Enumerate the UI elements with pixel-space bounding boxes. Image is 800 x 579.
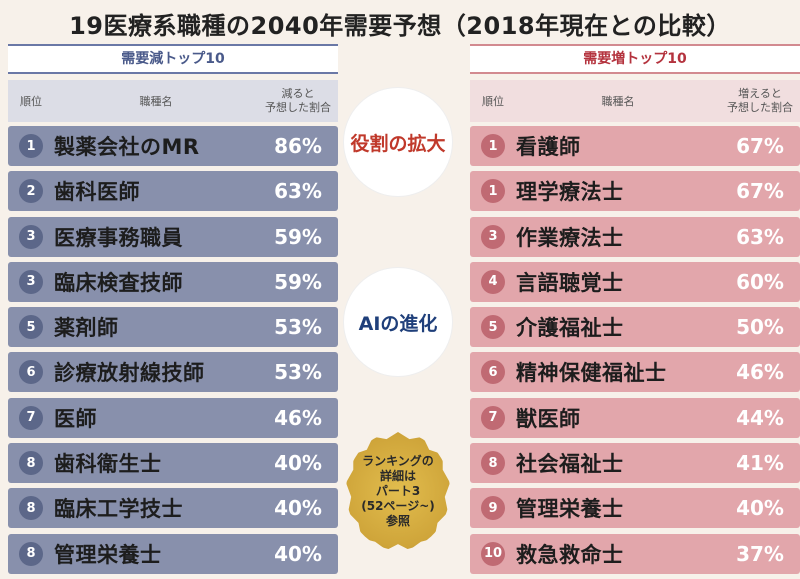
rank-badge: 5 — [481, 315, 505, 340]
increase-header: 順位 職種名 増えると 予想した割合 — [470, 80, 800, 122]
job-name: 介護福祉士 — [516, 316, 624, 341]
table-row: 3 作業療法士 63% — [470, 216, 800, 257]
page-title: 19医療系職種の2040年需要予想（2018年現在との比較） — [69, 12, 731, 40]
rank-badge: 2 — [19, 179, 43, 204]
rank-badge: 8 — [19, 496, 43, 521]
table-row: 3 臨床検査技師 59% — [8, 261, 338, 302]
percentage: 41% — [736, 451, 784, 476]
job-name: 救急救命士 — [516, 542, 624, 567]
table-row: 8 歯科衛生士 40% — [8, 443, 338, 484]
percentage: 53% — [274, 360, 322, 385]
job-name: 言語聴覚士 — [516, 270, 624, 295]
job-name: 看護師 — [516, 135, 581, 159]
table-row: 2 歯科医師 63% — [8, 171, 338, 212]
job-name: 獣医師 — [516, 406, 581, 431]
percentage: 44% — [736, 405, 784, 430]
table-row: 1 理学療法士 67% — [470, 171, 800, 212]
percentage: 67% — [736, 179, 784, 204]
percentage: 67% — [736, 134, 784, 158]
rank-badge: 7 — [481, 405, 505, 430]
decrease-header: 順位 職種名 減ると 予想した割合 — [8, 80, 338, 122]
decrease-panel: 需要減トップ10 順位 職種名 減ると 予想した割合 1 製薬会社のMR 86% 2 歯… — [8, 44, 338, 579]
percentage: 40% — [274, 496, 322, 521]
header-name: 職種名 — [139, 95, 173, 108]
rank-badge: 1 — [19, 134, 43, 158]
percentage: 59% — [274, 269, 322, 294]
increase-panel: 需要増トップ10 順位 職種名 増えると 予想した割合 1 看護師 67% 1 理学療法… — [470, 44, 800, 579]
job-name: 製薬会社のMR — [54, 135, 200, 159]
rank-badge: 7 — [19, 405, 43, 430]
percentage: 59% — [274, 224, 322, 249]
job-name: 管理栄養士 — [516, 497, 624, 522]
job-name: 医療事務職員 — [54, 225, 183, 250]
percentage: 37% — [736, 541, 784, 566]
percentage: 40% — [274, 451, 322, 476]
ranking-detail-seal: ランキングの 詳細は パート3 (52ページ~) 参照 — [346, 432, 450, 550]
rank-badge: 1 — [481, 134, 505, 158]
rank-badge: 5 — [19, 315, 43, 340]
job-name: 理学療法士 — [516, 180, 624, 205]
percentage: 63% — [274, 179, 322, 204]
table-row: 7 医師 46% — [8, 397, 338, 438]
increase-ribbon: 需要増トップ10 — [470, 44, 800, 74]
job-name: 作業療法士 — [516, 225, 624, 250]
table-row: 6 診療放射線技師 53% — [8, 352, 338, 393]
percentage: 40% — [274, 541, 322, 566]
rank-badge: 8 — [19, 541, 43, 566]
rank-badge: 8 — [19, 451, 43, 476]
job-name: 管理栄養士 — [54, 542, 162, 567]
decrease-rows: 1 製薬会社のMR 86% 2 歯科医師 63% 3 医療事務職員 59% 3 臨床検査技師 59% 5… — [8, 126, 338, 574]
percentage: 40% — [736, 496, 784, 521]
percentage: 46% — [736, 360, 784, 385]
rank-badge: 9 — [481, 496, 505, 521]
percentage: 86% — [274, 134, 322, 158]
job-name: 医師 — [54, 406, 97, 431]
job-name: 臨床検査技師 — [54, 270, 183, 295]
table-row: 5 薬剤師 53% — [8, 307, 338, 348]
table-row: 5 介護福祉士 50% — [470, 307, 800, 348]
rank-badge: 8 — [481, 451, 505, 476]
table-row: 7 獣医師 44% — [470, 397, 800, 438]
table-row: 8 管理栄養士 40% — [8, 533, 338, 574]
rank-badge: 3 — [481, 224, 505, 249]
job-name: 診療放射線技師 — [54, 361, 205, 386]
table-row: 9 管理栄養士 40% — [470, 488, 800, 529]
role-expansion-callout: 役割の拡大 — [344, 88, 452, 196]
decrease-ribbon: 需要減トップ10 — [8, 44, 338, 74]
job-name: 歯科衛生士 — [54, 452, 162, 477]
percentage: 50% — [736, 315, 784, 340]
percentage: 53% — [274, 315, 322, 340]
table-row: 1 看護師 67% — [470, 126, 800, 166]
job-name: 薬剤師 — [54, 316, 119, 341]
rank-badge: 4 — [481, 269, 505, 294]
job-name: 歯科医師 — [54, 180, 140, 205]
table-row: 4 言語聴覚士 60% — [470, 261, 800, 302]
table-row: 3 医療事務職員 59% — [8, 216, 338, 257]
header-name: 職種名 — [601, 95, 635, 108]
ai-evolution-callout: AIの進化 — [344, 268, 452, 376]
job-name: 臨床工学技士 — [54, 497, 183, 522]
rank-badge: 3 — [19, 269, 43, 294]
seal-text: ランキングの 詳細は パート3 (52ページ~) 参照 — [361, 453, 435, 528]
rank-badge: 6 — [481, 360, 505, 385]
percentage: 60% — [736, 269, 784, 294]
rank-badge: 10 — [481, 541, 505, 566]
job-name: 精神保健福祉士 — [516, 361, 667, 386]
table-row: 8 臨床工学技士 40% — [8, 488, 338, 529]
percentage: 46% — [274, 405, 322, 430]
table-row: 1 製薬会社のMR 86% — [8, 126, 338, 166]
table-row: 10 救急救命士 37% — [470, 533, 800, 574]
table-row: 8 社会福祉士 41% — [470, 443, 800, 484]
job-name: 社会福祉士 — [516, 452, 624, 477]
rank-badge: 3 — [19, 224, 43, 249]
increase-rows: 1 看護師 67% 1 理学療法士 67% 3 作業療法士 63% 4 言語聴覚士 60% 5 介護福祉士… — [470, 126, 800, 574]
rank-badge: 1 — [481, 179, 505, 204]
percentage: 63% — [736, 224, 784, 249]
header-pct: 増えると 予想した割合 — [727, 87, 793, 114]
header-pct: 減ると 予想した割合 — [265, 87, 331, 114]
table-row: 6 精神保健福祉士 46% — [470, 352, 800, 393]
rank-badge: 6 — [19, 360, 43, 385]
header-rank: 順位 — [482, 95, 504, 108]
header-rank: 順位 — [20, 95, 42, 108]
